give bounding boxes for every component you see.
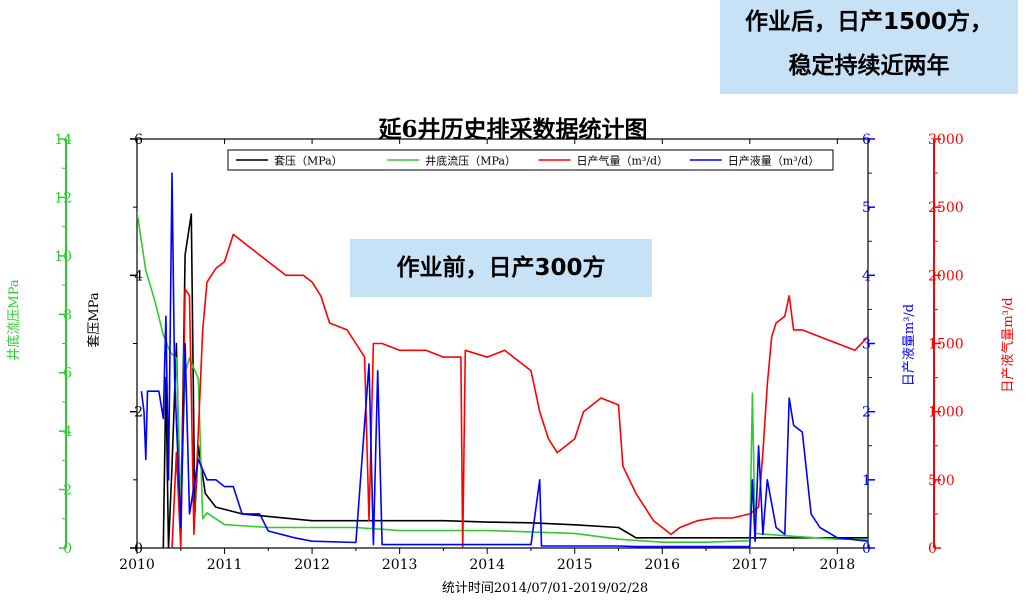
legend-label-0: 套压（MPa） xyxy=(274,155,343,168)
gas-tick-label: 2000 xyxy=(928,268,964,284)
liquid-axis-title: 日产液量m³/d xyxy=(902,304,917,386)
bottom_flow_pressure-tick-label: 12 xyxy=(54,190,72,206)
callout-after-operation: 作业后，日产1500方， 稳定持续近两年 xyxy=(720,0,1018,94)
liquid-tick-label: 4 xyxy=(862,268,871,284)
liquid-tick-label: 6 xyxy=(862,132,871,148)
bottom_flow_pressure-tick-label: 2 xyxy=(63,483,72,499)
legend-label-3: 日产液量（m³/d） xyxy=(728,154,820,168)
plot-area: 2010 2011 2012 2013 2014 2015 2016 2017 20180246… xyxy=(6,132,1016,573)
x-tick-label: 2017 xyxy=(732,557,768,573)
callout-after-line1: 作业后，日产1500方， xyxy=(744,9,993,35)
liquid-tick-label: 3 xyxy=(862,337,871,353)
callout-after-line2: 稳定持续近两年 xyxy=(788,53,950,79)
callout-before-text: 作业前，日产300方 xyxy=(396,255,606,281)
gas-tick-label: 500 xyxy=(928,473,955,489)
series-line-2 xyxy=(171,233,868,548)
x-tick-label: 2015 xyxy=(557,557,593,573)
liquid-tick-label: 5 xyxy=(862,200,871,216)
x-axis-title: 统计时间2014/07/01-2019/02/28 xyxy=(442,581,648,596)
x-tick-label: 2016 xyxy=(644,557,680,573)
legend-label-1: 井底流压（MPa） xyxy=(425,154,516,168)
bottom_flow_pressure-tick-label: 6 xyxy=(63,366,72,382)
casing_pressure-tick-label: 0 xyxy=(134,541,143,557)
x-tick-label: 2013 xyxy=(382,557,418,573)
x-tick-label: 2018 xyxy=(820,557,856,573)
x-tick-label: 2010 xyxy=(119,557,155,573)
callout-before-operation: 作业前，日产300方 xyxy=(350,239,652,297)
bottom_flow_pressure-tick-label: 14 xyxy=(54,132,72,148)
casing_pressure-tick-label: 2 xyxy=(134,405,143,421)
gas-tick-label: 0 xyxy=(928,541,937,557)
x-tick-label: 2014 xyxy=(469,557,505,573)
series-line-3 xyxy=(140,172,868,548)
liquid-tick-label: 1 xyxy=(862,473,871,489)
gas-tick-label: 1000 xyxy=(928,405,964,421)
bottom_flow_pressure-tick-label: 10 xyxy=(54,249,72,265)
casing_pressure-tick-label: 6 xyxy=(134,132,143,148)
casing_pressure-tick-label: 4 xyxy=(134,268,143,284)
legend-label-2: 日产气量（m³/d） xyxy=(577,154,669,168)
bottom_flow_pressure-tick-label: 0 xyxy=(63,541,72,557)
plot-frame xyxy=(136,138,869,549)
gas-tick-label: 3000 xyxy=(928,132,964,148)
gas-tick-label: 1500 xyxy=(928,337,964,353)
bottom_flow_pressure-tick-label: 8 xyxy=(63,307,72,323)
bottom_flow_pressure-tick-label: 4 xyxy=(63,424,72,440)
bottom_flow_pressure-axis-title: 井底流压MPa xyxy=(6,279,22,360)
liquid-tick-label: 2 xyxy=(862,405,871,421)
legend-box xyxy=(227,149,834,171)
liquid-tick-label: 0 xyxy=(862,541,871,557)
casing_pressure-axis-title: 套压MPa xyxy=(86,292,102,347)
x-tick-label: 2012 xyxy=(294,557,330,573)
gas-tick-label: 2500 xyxy=(928,200,964,216)
gas-axis-title: 日产液气量m³/d xyxy=(1000,297,1016,392)
x-tick-label: 2011 xyxy=(207,557,243,573)
